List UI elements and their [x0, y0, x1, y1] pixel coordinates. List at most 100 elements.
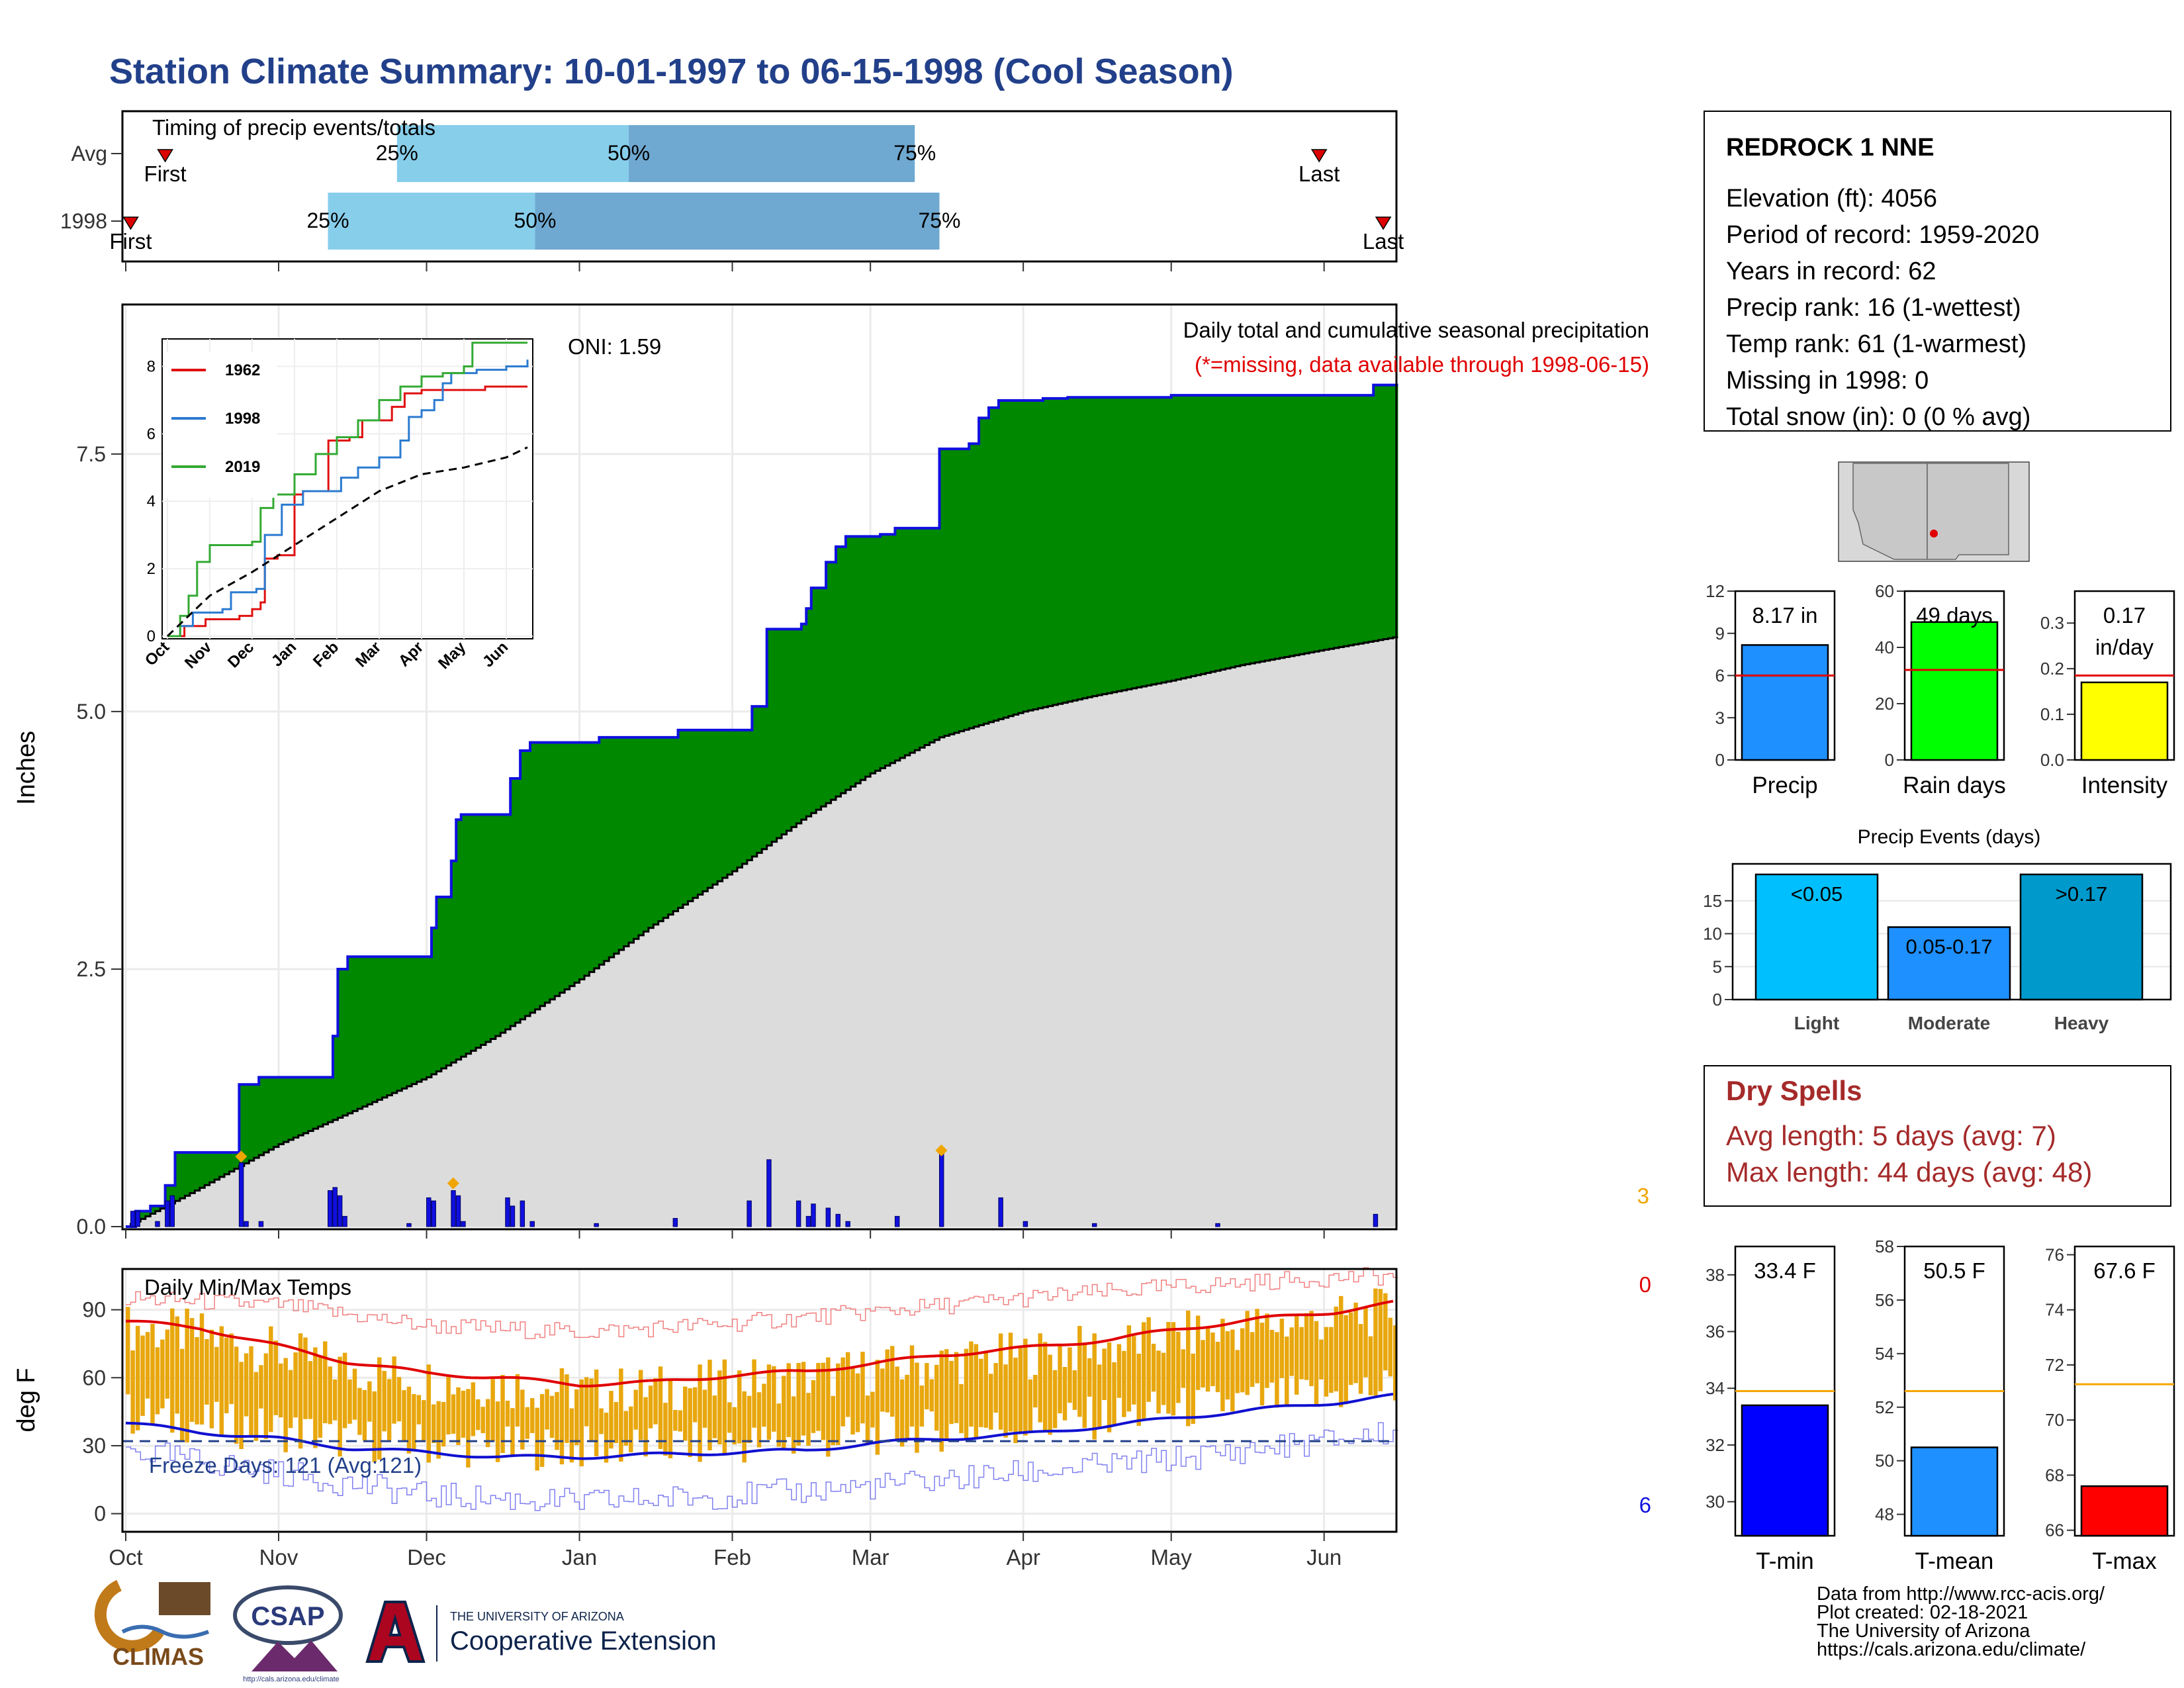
- events-category-light: Light: [1794, 1013, 1839, 1033]
- t-max-tick-label-1: 68: [2045, 1465, 2064, 1485]
- daily-temp-bar: [318, 1357, 323, 1438]
- daily-temp-bar: [510, 1408, 515, 1456]
- t-min-tick-label-1: 32: [1706, 1435, 1725, 1455]
- ua-logo: THE UNIVERSITY OF ARIZONA Cooperative Ex…: [365, 1601, 716, 1663]
- dry-spells-max: Max length: 44 days (avg: 48): [1726, 1156, 2092, 1188]
- intensity-bar: [2080, 681, 2169, 761]
- last-event-marker-0: [1310, 149, 1328, 163]
- avg-max-line: [126, 1299, 1394, 1387]
- daily-temp-bar: [1343, 1315, 1348, 1405]
- events-bar-label-2: >0.17: [2056, 882, 2107, 906]
- daily-temp-bar: [752, 1359, 756, 1428]
- station-years: Years in record: 62: [1726, 258, 1936, 285]
- daily-precip-bar: [672, 1218, 678, 1227]
- daily-precip-bar: [135, 1211, 140, 1227]
- daily-temp-bar: [969, 1341, 974, 1427]
- timing-p25-label-0: 25%: [376, 141, 418, 165]
- temp-ytick-label-1: 30: [82, 1434, 106, 1458]
- daily-temp-bar: [949, 1360, 954, 1425]
- daily-temp-bar: [1289, 1327, 1294, 1376]
- daily-temp-bar: [855, 1373, 860, 1432]
- daily-precip-bar: [835, 1213, 841, 1227]
- inset-legend-bg: [165, 352, 277, 498]
- inset-ytick-label-2: 4: [147, 492, 156, 510]
- dry-spells-frame: [1704, 1065, 2171, 1207]
- bottom-count-label: 6: [1639, 1493, 1651, 1517]
- daily-temp-bar: [599, 1408, 604, 1434]
- daily-temp-bar: [1122, 1350, 1126, 1417]
- main-ytick-label-2: 5.0: [77, 700, 106, 724]
- daily-temp-bar: [756, 1392, 762, 1448]
- daily-precip-bar: [845, 1221, 850, 1227]
- main-ytick-label-3: 7.5: [77, 442, 106, 466]
- daily-temp-bar: [925, 1363, 929, 1410]
- daily-temp-bar: [303, 1337, 308, 1419]
- daily-temp-bar: [841, 1357, 845, 1427]
- daily-temp-bar: [638, 1370, 643, 1440]
- precip-total-tick-label-0: 0: [1715, 750, 1725, 770]
- daily-temp-bar: [283, 1358, 288, 1452]
- credit-data-source: Data from http://www.rcc-acis.org/: [1817, 1583, 2105, 1605]
- daily-temp-bar: [786, 1363, 791, 1437]
- snow-marker: [935, 1144, 948, 1156]
- daily-temp-bar: [983, 1351, 988, 1428]
- timing-panel: 25% 50% 75% First Last Avg 25% 50% 75% First Last 1…: [60, 110, 1404, 271]
- daily-precip-bar: [766, 1159, 772, 1227]
- daily-temp-bar: [1033, 1374, 1038, 1408]
- daily-temp-bar: [614, 1401, 619, 1444]
- daily-temp-bar: [1186, 1310, 1191, 1427]
- daily-temp-bar: [623, 1411, 629, 1446]
- daily-temp-bar: [402, 1390, 406, 1441]
- daily-temp-bar: [1378, 1289, 1383, 1391]
- t-max-tick-label-2: 70: [2045, 1410, 2064, 1430]
- t-min-tick-label-3: 36: [1706, 1322, 1725, 1342]
- daily-temp-bar: [367, 1381, 372, 1422]
- rain-days-value: 49 days: [1916, 603, 1993, 628]
- daily-temp-bar: [776, 1403, 782, 1447]
- daily-precip-bar: [406, 1223, 412, 1227]
- daily-temp-bar: [619, 1368, 623, 1462]
- daily-temp-bar: [1353, 1302, 1358, 1383]
- daily-temp-bar: [126, 1307, 130, 1395]
- daily-precip-bar: [258, 1221, 264, 1227]
- daily-precip-bar: [796, 1200, 801, 1227]
- daily-temp-bar: [1201, 1340, 1205, 1388]
- daily-temp-bar: [160, 1339, 165, 1409]
- daily-precip-bar: [328, 1190, 333, 1227]
- record-min-line: [126, 1422, 1398, 1511]
- daily-temp-bar: [549, 1395, 555, 1438]
- daily-temp-bar: [796, 1363, 801, 1446]
- daily-temp-bar: [1220, 1319, 1225, 1411]
- daily-temp-bar: [1008, 1333, 1013, 1432]
- precip-y-axis-label: Inches: [13, 731, 40, 805]
- climas-sun-graphic: [94, 1579, 164, 1652]
- month-label-jan: Jan: [562, 1545, 597, 1570]
- daily-temp-bar: [253, 1372, 259, 1441]
- daily-temp-bar: [1294, 1316, 1299, 1395]
- daily-temp-bar: [915, 1362, 919, 1453]
- events-tick-label-2: 10: [1703, 924, 1722, 944]
- climas-logo: CLIMAS: [94, 1579, 210, 1670]
- daily-precip-bar: [426, 1197, 432, 1227]
- inset-line-1998: [167, 359, 529, 637]
- climas-wave: [121, 1624, 210, 1639]
- events-bar-label-1: 0.05-0.17: [1906, 935, 1993, 959]
- station-info-frame: [1704, 111, 2171, 432]
- dry-spells-title: Dry Spells: [1726, 1075, 1862, 1106]
- daily-temp-bar: [1334, 1306, 1339, 1391]
- inset-legend-label-1962: 1962: [225, 361, 260, 379]
- daily-temp-bar: [1314, 1321, 1319, 1405]
- t-min-tick-label-0: 30: [1706, 1492, 1725, 1512]
- snow-count-label: 3: [1637, 1184, 1649, 1208]
- daily-temp-bar: [392, 1356, 396, 1424]
- daily-temp-bar: [668, 1380, 673, 1458]
- daily-temp-bar: [1225, 1331, 1230, 1400]
- timing-row-label-1: 1998: [60, 209, 107, 233]
- daily-temp-bar: [377, 1357, 382, 1460]
- events-bar-heavy: [2019, 873, 2144, 1001]
- daily-temp-bar: [1141, 1322, 1146, 1421]
- daily-precip-bar: [747, 1200, 752, 1227]
- month-label-feb: Feb: [713, 1545, 751, 1570]
- rain-days-bar: [1910, 621, 1999, 761]
